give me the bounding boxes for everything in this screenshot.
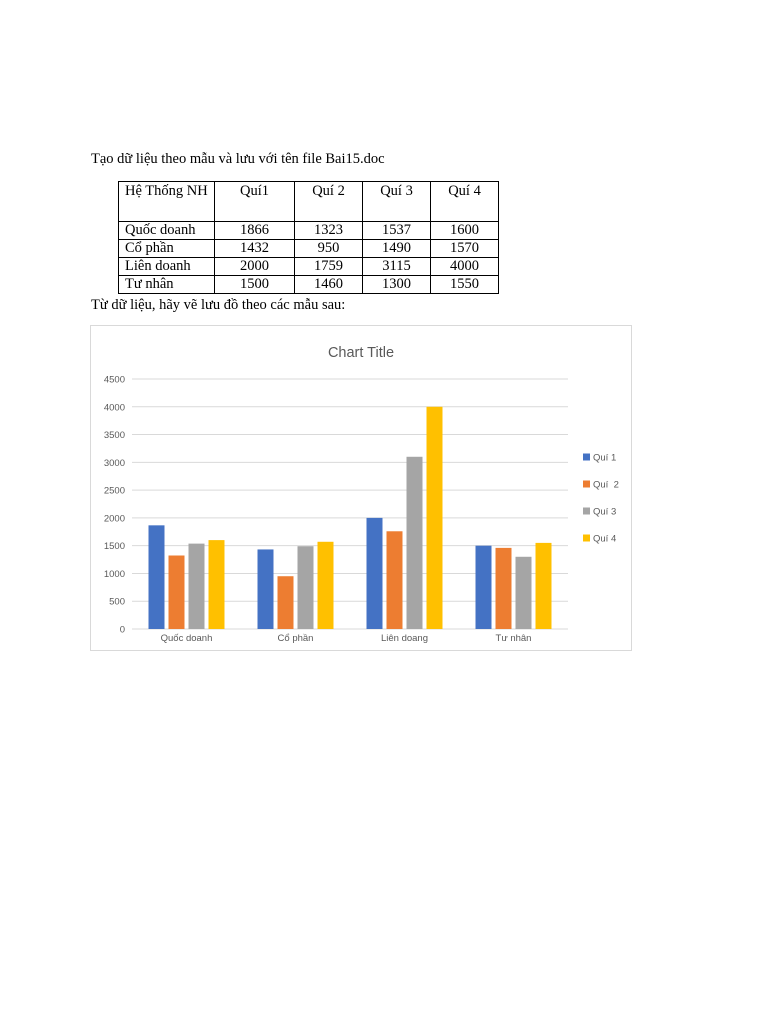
intro-text: Tạo dữ liệu theo mẫu và lưu với tên file… xyxy=(91,151,385,167)
table-cell: 1600 xyxy=(430,221,499,240)
header-cell: Quí 2 xyxy=(294,181,363,222)
table-cell: 4000 xyxy=(430,257,499,276)
table-cell: Tư nhân xyxy=(118,275,215,294)
x-tick-label: Cổ phần xyxy=(278,633,314,644)
table-cell: 1300 xyxy=(362,275,431,294)
y-tick-label: 500 xyxy=(109,597,125,608)
y-tick-label: 3000 xyxy=(104,458,125,469)
data-table: Hệ Thống NH Quí1 Quí 2 Quí 3 Quí 4 Quốc … xyxy=(118,181,499,294)
table-cell: 1550 xyxy=(430,275,499,294)
x-tick-label: Liên doang xyxy=(381,633,428,644)
header-cell: Quí 3 xyxy=(362,181,431,222)
bar xyxy=(208,540,225,629)
legend-label: Quí 4 xyxy=(593,534,616,545)
bar xyxy=(515,556,532,629)
bar xyxy=(148,525,165,629)
table-cell: 1759 xyxy=(294,257,363,276)
bar xyxy=(317,541,334,629)
table-row: Tư nhân 1500 1460 1300 1550 xyxy=(118,275,499,294)
table-cell: 1500 xyxy=(214,275,295,294)
chart-title: Chart Title xyxy=(328,345,394,361)
bar xyxy=(277,576,294,629)
table-cell: 1490 xyxy=(362,239,431,258)
bar xyxy=(366,517,383,629)
bar xyxy=(188,543,205,629)
y-tick-label: 4000 xyxy=(104,402,125,413)
bar xyxy=(495,547,512,629)
table-cell: 1323 xyxy=(294,221,363,240)
table-row: Quốc doanh 1866 1323 1537 1600 xyxy=(118,221,499,240)
y-tick-label: 4500 xyxy=(104,375,125,386)
bar xyxy=(535,542,552,629)
instruction-text: Từ dữ liệu, hãy vẽ lưu đồ theo các mẫu s… xyxy=(91,297,346,313)
y-tick-label: 0 xyxy=(120,625,125,636)
x-tick-label: Tư nhân xyxy=(496,633,532,644)
bar xyxy=(257,549,274,629)
table-row: Liên doanh 2000 1759 3115 4000 xyxy=(118,257,499,276)
x-tick-label: Quốc doanh xyxy=(161,633,213,644)
legend-swatch xyxy=(583,480,590,488)
bar xyxy=(426,406,443,629)
y-tick-label: 1500 xyxy=(104,541,125,552)
bar-chart: Chart Title 0 500 1000 1500 2000 2500 3000 3500… xyxy=(104,345,619,644)
legend-label: Quí 3 xyxy=(593,507,616,518)
legend-swatch xyxy=(583,534,590,542)
table-cell: Cổ phần xyxy=(118,239,215,258)
table-cell: Liên doanh xyxy=(118,257,215,276)
legend-label: Quí 1 xyxy=(593,453,616,464)
bar xyxy=(297,546,314,629)
legend-swatch xyxy=(583,453,590,461)
table-header-row: Hệ Thống NH Quí1 Quí 2 Quí 3 Quí 4 xyxy=(118,181,499,222)
header-cell: Quí1 xyxy=(214,181,295,222)
table-cell: 1866 xyxy=(214,221,295,240)
table-cell: 3115 xyxy=(362,257,431,276)
bar xyxy=(406,456,423,629)
table-cell: 1537 xyxy=(362,221,431,240)
table-cell: 950 xyxy=(294,239,363,258)
y-tick-label: 3500 xyxy=(104,430,125,441)
legend-swatch xyxy=(583,507,590,515)
header-cell: Hệ Thống NH xyxy=(118,181,215,222)
bar xyxy=(168,555,185,629)
table-cell: 1570 xyxy=(430,239,499,258)
y-tick-label: 1000 xyxy=(104,569,125,580)
bar xyxy=(386,531,403,629)
chart-frame: Chart Title 0 500 1000 1500 2000 2500 3000 3500… xyxy=(90,325,632,651)
header-cell: Quí 4 xyxy=(430,181,499,222)
legend-label: Quí 2 xyxy=(593,480,619,491)
table-cell: Quốc doanh xyxy=(118,221,215,240)
y-tick-label: 2000 xyxy=(104,513,125,524)
table-cell: 2000 xyxy=(214,257,295,276)
bar xyxy=(475,545,492,629)
table-cell: 1432 xyxy=(214,239,295,258)
table-cell: 1460 xyxy=(294,275,363,294)
y-tick-label: 2500 xyxy=(104,486,125,497)
table-row: Cổ phần 1432 950 1490 1570 xyxy=(118,239,499,258)
